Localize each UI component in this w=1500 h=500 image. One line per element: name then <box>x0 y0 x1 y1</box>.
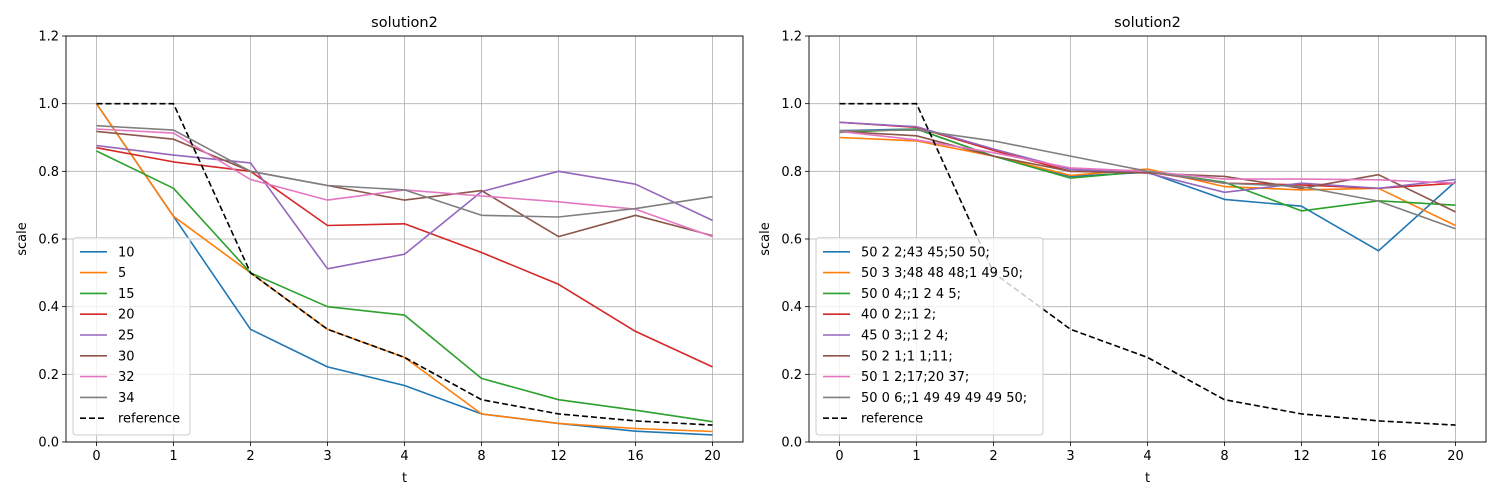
x-tick-label: 4 <box>1143 449 1151 464</box>
legend-label-50-2-2-43-45-50-50: 50 2 2;43 45;50 50; <box>861 245 990 260</box>
series-line-25 <box>96 144 713 270</box>
x-axis-label: t <box>1145 471 1150 486</box>
y-axis-label: scale <box>758 222 773 256</box>
chart-title: solution2 <box>371 15 438 31</box>
y-tick-label: 1.0 <box>38 97 59 112</box>
x-tick-label: 3 <box>1066 449 1074 464</box>
y-tick-label: 0.0 <box>781 436 802 451</box>
legend-label-30: 30 <box>118 349 135 364</box>
x-tick-label: 4 <box>400 449 408 464</box>
x-tick-label: 20 <box>1447 449 1464 464</box>
y-tick-label: 1.2 <box>38 30 59 45</box>
axes-frame <box>65 35 744 443</box>
x-tick-label: 3 <box>323 449 331 464</box>
x-axis-label: t <box>402 471 407 486</box>
x-tick-label: 16 <box>1370 449 1387 464</box>
legend-label-reference: reference <box>861 412 923 427</box>
y-axis-label: scale <box>15 222 30 256</box>
x-tick-label: 0 <box>835 449 843 464</box>
x-tick-label: 12 <box>550 449 567 464</box>
series-line-34 <box>96 124 713 218</box>
legend: 10 5 15 20 25 30 32 34 reference <box>72 237 191 436</box>
chart-panel-1: 0 1 2 3 4 8 12 16 200.00.20.40.60.81.01.2solutio… <box>15 15 744 486</box>
legend: 50 2 2;43 45;50 50; 50 3 3;48 48 48;1 49 … <box>815 237 1044 436</box>
series-line-10 <box>95 103 713 436</box>
series-line-50-0-6-1-49-49-49-49-50 <box>839 129 1456 230</box>
y-tick-label: 1.2 <box>781 30 802 45</box>
series-line-5 <box>95 103 713 433</box>
x-tick-label: 0 <box>92 449 100 464</box>
legend-label-50-1-2-17-20-37: 50 1 2;17;20 37; <box>861 370 969 385</box>
y-tick-label: 0.0 <box>38 436 59 451</box>
legend-label-50-0-6-1-49-49-49-49-50: 50 0 6;;1 49 49 49 49 50; <box>861 391 1027 406</box>
series-line-20 <box>96 146 713 368</box>
series-line-30 <box>96 130 713 238</box>
chart-title: solution2 <box>1114 15 1181 31</box>
x-tick-label: 20 <box>704 449 721 464</box>
series-line-15 <box>96 150 713 423</box>
x-tick-label: 1 <box>169 449 177 464</box>
y-tick-label: 0.4 <box>38 300 59 315</box>
legend-label-34: 34 <box>118 391 135 406</box>
legend-label-50-2-1-1-1-11: 50 2 1;1 1;11; <box>861 349 953 364</box>
series-group <box>95 102 713 436</box>
x-tick-label: 2 <box>246 449 254 464</box>
legend-box <box>815 237 1044 436</box>
legend-label-reference: reference <box>118 412 180 427</box>
series-line-reference <box>839 102 1456 426</box>
legend-label-40-0-2-1-2: 40 0 2;;1 2; <box>861 308 936 323</box>
legend-label-5: 5 <box>118 266 126 281</box>
legend-label-50-3-3-48-48-48-1-49-50: 50 3 3;48 48 48;1 49 50; <box>861 266 1023 281</box>
y-tick-label: 0.8 <box>781 165 802 180</box>
y-tick-label: 0.2 <box>781 368 802 383</box>
y-tick-label: 1.0 <box>781 97 802 112</box>
legend-label-10: 10 <box>118 245 135 260</box>
series-group <box>839 102 1457 426</box>
series-line-reference <box>96 102 713 426</box>
y-tick-label: 0.6 <box>781 233 802 248</box>
legend-label-15: 15 <box>118 287 135 302</box>
x-tick-label: 1 <box>912 449 920 464</box>
legend-label-45-0-3-1-2-4: 45 0 3;;1 2 4; <box>861 329 949 344</box>
x-tick-label: 2 <box>989 449 997 464</box>
series-line-50-3-3-48-48-48-1-49-50 <box>839 136 1456 227</box>
legend-label-25: 25 <box>118 329 135 344</box>
x-tick-label: 16 <box>627 449 644 464</box>
y-tick-label: 0.2 <box>38 368 59 383</box>
legend-label-20: 20 <box>118 308 135 323</box>
axes-frame <box>808 35 1487 443</box>
legend-box <box>72 237 191 436</box>
y-tick-label: 0.4 <box>781 300 802 315</box>
y-tick-label: 0.6 <box>38 233 59 248</box>
x-tick-label: 8 <box>1220 449 1228 464</box>
x-tick-label: 8 <box>477 449 485 464</box>
legend-label-50-0-4-1-2-4-5: 50 0 4;;1 2 4 5; <box>861 287 961 302</box>
y-tick-label: 0.8 <box>38 165 59 180</box>
x-tick-label: 12 <box>1293 449 1310 464</box>
chart-panel-2: 0 1 2 3 4 8 12 16 200.00.20.40.60.81.01.2solutio… <box>758 15 1487 486</box>
legend-label-32: 32 <box>118 370 135 385</box>
